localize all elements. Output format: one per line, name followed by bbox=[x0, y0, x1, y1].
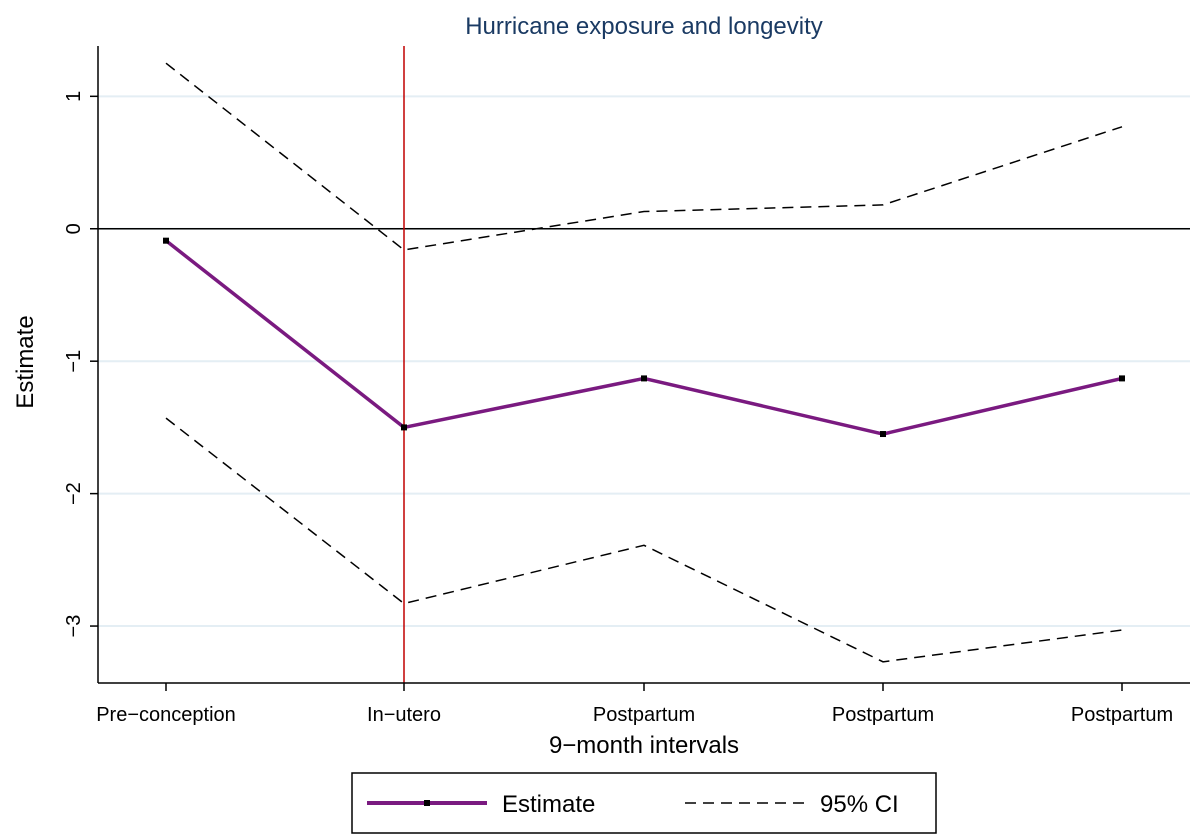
y-axis-title: Estimate bbox=[12, 315, 39, 408]
estimate-point bbox=[1119, 375, 1125, 382]
ci-lower-line bbox=[165, 417, 1123, 663]
estimate-series bbox=[163, 237, 1125, 438]
y-tick-label: −1 bbox=[63, 350, 85, 373]
legend-estimate-marker bbox=[424, 800, 430, 806]
x-axis-title: 9−month intervals bbox=[549, 732, 739, 759]
y-tick-label: −3 bbox=[63, 615, 85, 638]
y-tick-label: −2 bbox=[63, 482, 85, 505]
x-tick-label: Pre−conception bbox=[96, 704, 236, 726]
legend-estimate-label: Estimate bbox=[502, 791, 595, 818]
reference-lines bbox=[98, 46, 1190, 683]
estimate-point bbox=[401, 424, 407, 431]
estimate-point bbox=[641, 375, 647, 382]
ci-upper-line bbox=[165, 62, 1123, 251]
axes: 1 0 −1 −2 −3 Pre−conception In−utero Postpartum… bbox=[63, 46, 1190, 726]
legend-ci-label: 95% CI bbox=[820, 791, 899, 818]
estimate-point bbox=[880, 431, 886, 438]
estimate-point bbox=[163, 237, 169, 244]
x-tick-label: In−utero bbox=[367, 704, 441, 726]
y-tick-label: 0 bbox=[63, 223, 85, 234]
y-tick-label: 1 bbox=[63, 91, 85, 102]
x-tick-label: Postpartum bbox=[1071, 704, 1173, 726]
ci-lines bbox=[165, 62, 1123, 663]
x-tick-label: Postpartum bbox=[593, 704, 695, 726]
chart-title: Hurricane exposure and longevity bbox=[465, 13, 823, 40]
legend: Estimate 95% CI bbox=[351, 772, 937, 834]
x-tick-label: Postpartum bbox=[832, 704, 934, 726]
